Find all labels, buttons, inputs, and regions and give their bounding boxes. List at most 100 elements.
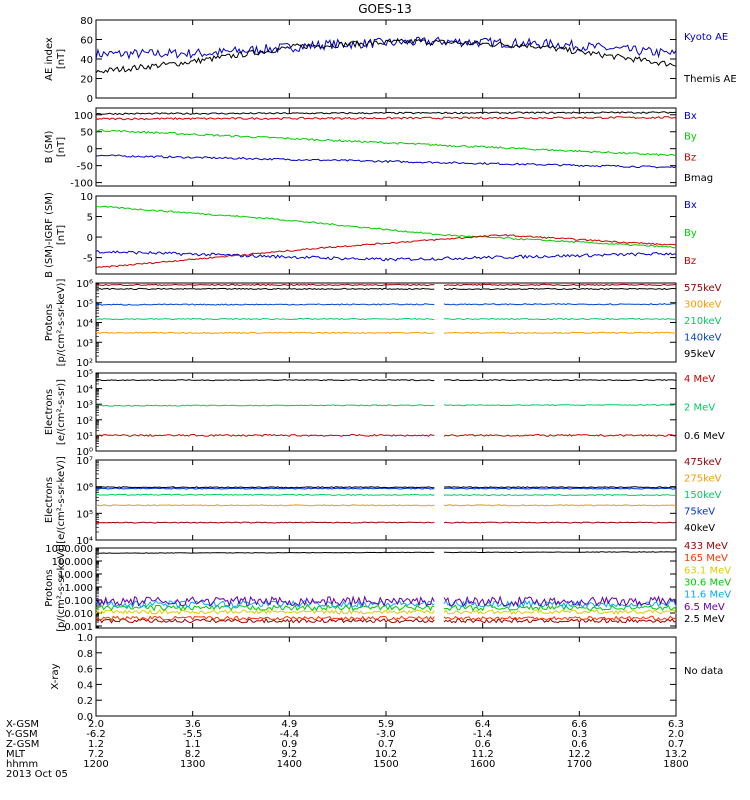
y-tick-label: 0.0 [77,712,93,723]
y-tick-label: 10.000 [58,570,93,581]
legend-entry: 2 MeV [684,403,715,414]
y-tick-label: 100.000 [52,557,93,568]
y-tick-label: 0.2 [77,696,93,707]
y-tick-label: 10² [76,358,93,369]
y-axis-label: B (SM)-IGRF (SM) [44,192,55,278]
panel-frame [95,19,677,99]
y-axis-label: [p/(cm²-s-sr-keV)] [56,544,67,632]
y-tick-label: 60 [80,36,93,47]
y-tick-label: -5 [83,254,93,265]
axis-value: 11.2 [472,749,494,760]
legend-entry: 11.6 MeV [684,590,731,601]
axis-value: 1400 [277,759,302,770]
plot-date: 2013 Oct 05 [6,769,68,780]
y-axis-label: [e/(cm²-s-sr-keV)] [56,456,67,544]
series-line-475kev [95,521,677,524]
y-tick-label: 10⁶ [76,483,93,494]
panel-7: 0.001 0.010 0.100 1.000 10.000 100.000 1000.00… [44,541,731,633]
y-tick-label: 10 [80,192,93,203]
legend-entry: Bx [684,200,697,211]
axis-value: 6.6 [571,719,587,730]
y-tick-label: 0.100 [64,596,93,607]
y-tick-label: 10⁴ [76,319,93,330]
axis-value: 1700 [567,759,592,770]
panel-8: 0.0 0.2 0.4 0.6 0.8 1.0 X-ray No data [50,633,723,723]
axis-value: -6.2 [86,729,106,740]
axis-value: -1.4 [473,729,493,740]
series-line-275kev [95,504,677,507]
series-line-433-mev [95,617,677,624]
axis-value: 1800 [663,759,688,770]
series-line-210kev [95,317,677,321]
panel-1: 0 20 40 60 80 AE index [nT] Kyoto AE Themis AE [44,16,737,105]
panel-frame [95,372,677,452]
plot-title: GOES-13 [358,2,412,16]
series-line-150kev [95,493,677,497]
axis-value: 1300 [180,759,205,770]
y-tick-label: 10¹ [76,431,93,442]
y-tick-label: 0 [87,233,93,244]
axis-value: -5.5 [183,729,203,740]
panel-6: 10⁴ 10⁵ 10⁶ 10⁷ Electrons [e/(cm²-s-sr-keV)] 4… [44,456,722,547]
legend-entry: 30.6 MeV [684,578,731,589]
legend-entry: 433 MeV [684,541,728,552]
axis-value: 0.7 [668,739,684,750]
series-line-140kev [95,303,677,306]
axis-value: 6.3 [668,719,684,730]
axis-value: 1200 [83,759,108,770]
legend-entry: Bz [684,256,696,267]
axis-value: 4.9 [281,719,297,730]
y-tick-label: 10³ [76,400,93,411]
y-axis-label: X-ray [50,663,61,689]
axis-value: 8.2 [185,749,201,760]
series-line-165-mev [95,615,677,622]
axis-value: 1600 [470,759,495,770]
panel-frame [95,636,677,717]
series-line-themis-ae [95,38,677,74]
y-tick-label: 10⁵ [76,369,93,380]
series-line-bx [95,249,677,262]
axis-value: 2.0 [88,719,104,730]
legend-entry: 63.1 MeV [684,565,731,576]
y-axis-label: [nT] [56,49,67,69]
series-line-63.1-mev [95,609,677,615]
series-line-300kev [96,331,676,334]
legend-entry: Bmag [684,173,713,184]
axis-row-label: Y-GSM [5,729,38,740]
y-tick-label: 0 [87,94,93,105]
legend-entry: 0.6 MeV [684,431,725,442]
axis-value: 9.2 [281,749,297,760]
y-axis-label: B (SM) [44,130,55,163]
series-line-4-mev [95,433,677,437]
y-tick-label: 5 [87,213,93,224]
legend-entry: Kyoto AE [684,32,728,43]
legend-entry: 95keV [684,349,715,360]
y-axis-label: Electrons [44,477,55,523]
axis-value: 0.6 [475,739,491,750]
axis-value: 10.2 [375,749,397,760]
legend-entry: 40keV [684,523,715,534]
axis-value: 12.2 [568,749,590,760]
legend-entry: 165 MeV [684,553,728,564]
y-axis-label: [e/(cm²-s-sr)] [56,379,67,445]
y-tick-label: 0 [87,145,93,156]
y-tick-label: 80 [80,16,93,27]
y-tick-label: 10⁷ [76,456,93,467]
y-tick-label: 10⁵ [76,299,93,310]
y-axis-label: Protons [44,304,55,341]
axis-value: -3.0 [376,729,396,740]
axis-value: 7.2 [88,749,104,760]
axis-value: -4.4 [280,729,300,740]
y-tick-label: 20 [80,75,93,86]
y-tick-label: -100 [70,179,93,190]
y-axis-label: Electrons [44,389,55,435]
y-tick-label: 0.8 [77,649,93,660]
axis-value: 5.9 [378,719,394,730]
axis-value: 13.2 [665,749,687,760]
y-tick-label: 100 [74,111,93,122]
y-tick-label: 1.000 [64,583,93,594]
no-data-note: No data [684,666,723,677]
panel-2: -100 -50 0 50 100 B (SM) [nT] Bx By Bz Bmag [44,107,713,190]
